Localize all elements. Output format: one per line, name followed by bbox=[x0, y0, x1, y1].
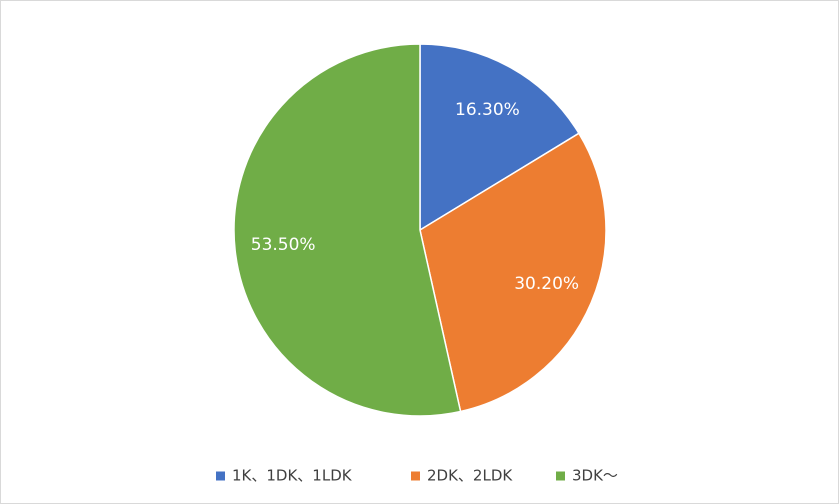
legend-swatch bbox=[411, 471, 420, 481]
legend-swatch bbox=[216, 471, 225, 481]
pie-slice bbox=[419, 43, 580, 232]
legend-label: 3DK～ bbox=[572, 467, 618, 485]
data-label: 53.50% bbox=[251, 235, 316, 255]
legend-swatch bbox=[556, 471, 565, 481]
data-label: 16.30% bbox=[455, 100, 520, 120]
pie-slice bbox=[233, 43, 462, 417]
pie-slice bbox=[419, 132, 607, 413]
legend-label: 2DK、2LDK bbox=[427, 467, 513, 485]
data-label: 30.20% bbox=[514, 274, 579, 294]
legend-label: 1K、1DK、1LDK bbox=[232, 467, 353, 485]
